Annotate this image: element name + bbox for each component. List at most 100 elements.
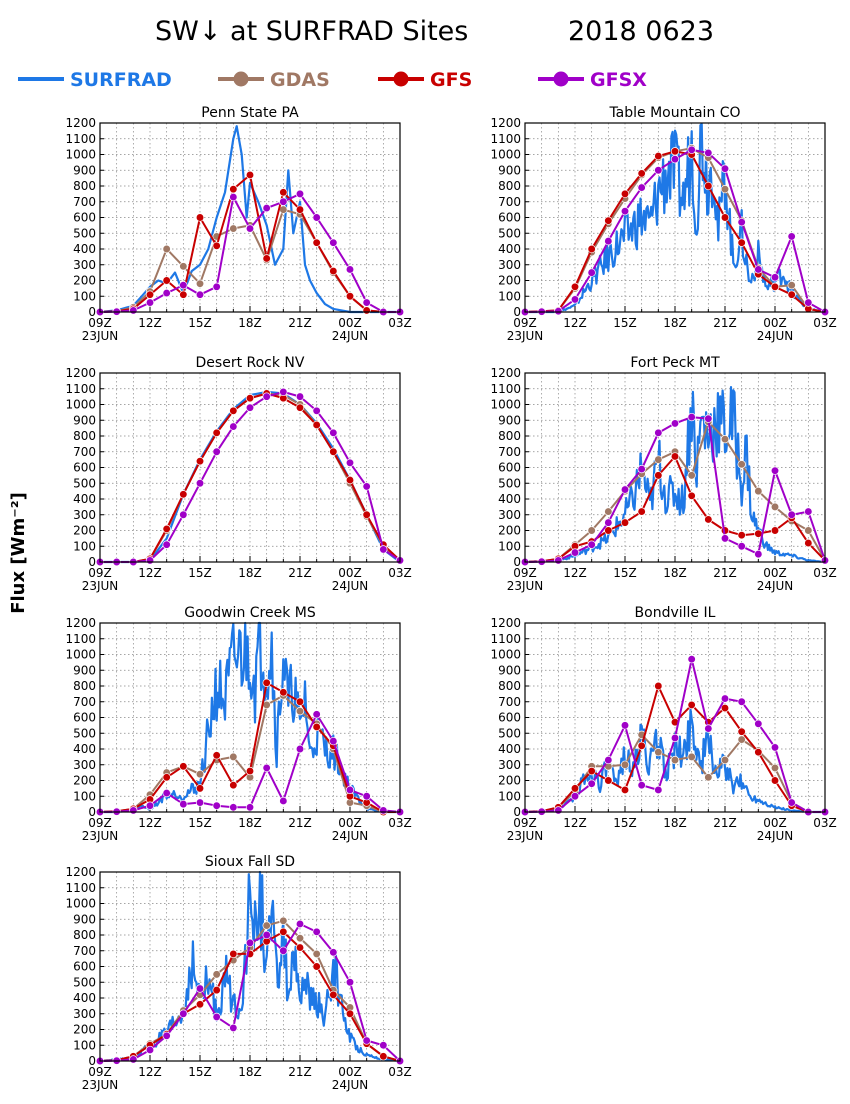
data-point-gfs [212,428,221,438]
y-tick-label: 0 [88,305,96,319]
y-tick-label: 1200 [490,616,521,630]
data-point-gfs [770,776,780,785]
data-point-gfs [804,538,813,548]
series-gfsx [520,412,830,567]
x-tick-label: 15Z [188,316,212,330]
data-point-gfs [312,420,321,430]
data-point-gfs [570,784,580,793]
x-tick-label: 12Z [138,566,162,580]
x-date-label: 23JUN [507,829,544,843]
data-point-gfs [620,785,630,795]
x-tick-label: 12Z [563,566,587,580]
y-tick-label: 300 [73,758,96,772]
data-point-gdas [804,526,813,535]
data-point-gfsx [195,984,205,993]
data-point-gdas [179,262,188,271]
y-tick-label: 800 [498,679,521,693]
data-point-gfsx [737,542,746,551]
data-point-gfs [295,697,305,706]
panel-title: Fort Peck MT [630,355,720,371]
panel-3: Fort Peck MT0100200300400500600700800900… [490,355,836,593]
x-tick-label: 03Z [388,816,412,830]
y-tick-label: 500 [498,226,521,240]
data-point-gfsx [570,295,580,304]
data-point-gfsx [737,697,746,706]
x-date-label: 24JUN [332,329,369,343]
data-point-gdas [587,526,596,535]
data-point-gfsx [770,743,780,752]
y-tick-label: 100 [498,289,521,303]
x-date-label: 23JUN [82,329,119,343]
data-point-gfs [229,184,238,194]
y-tick-label: 300 [498,508,521,522]
y-tick-label: 100 [73,1038,96,1052]
data-point-gfs [312,962,321,971]
x-date-label: 24JUN [332,1078,369,1092]
data-point-gfsx [345,458,355,467]
x-date-label: 23JUN [507,579,544,593]
data-point-gfsx [804,298,813,307]
y-tick-label: 1100 [490,382,521,396]
data-point-gfsx [262,392,271,401]
y-tick-label: 900 [498,663,521,677]
series-surfrad [99,125,400,314]
x-tick-label: 15Z [613,816,637,830]
data-point-gfsx [654,785,663,795]
data-point-gdas [770,502,780,512]
panel-frame [99,372,401,563]
data-point-gfsx [312,927,321,936]
figure-header: SW↓ at SURFRAD Sites 2018 0623 [155,16,714,47]
data-point-gfsx [654,166,663,175]
panel-frame [99,622,401,813]
y-axis-title: Flux [Wm⁻²] [8,492,29,614]
y-tick-label: 100 [73,289,96,303]
data-point-gdas [737,735,746,744]
data-point-gfsx [787,798,796,807]
data-point-gfs [179,762,188,771]
y-tick-label: 200 [498,274,521,288]
data-point-gfs [654,151,663,161]
data-point-gfsx [229,803,238,812]
data-point-gfsx [554,307,563,316]
y-tick-label: 400 [73,242,96,256]
x-tick-label: 15Z [613,316,637,330]
data-point-gfsx [145,298,155,307]
x-date-label: 24JUN [757,829,794,843]
legend-marker-gdas [233,71,249,87]
x-tick-label: 09Z [88,316,112,330]
x-tick-label: 18Z [663,316,687,330]
data-point-gfsx [670,419,680,428]
y-tick-label: 1200 [65,616,96,630]
data-point-gfsx [212,801,221,810]
y-tick-label: 400 [73,492,96,506]
data-point-gfs [637,741,646,750]
data-point-gfsx [179,1009,188,1018]
x-tick-label: 18Z [238,566,262,580]
panel-title: Sioux Fall SD [205,854,295,870]
data-point-gfsx [362,1036,371,1045]
data-point-gfs [245,394,255,403]
data-point-gfsx [262,203,271,213]
data-point-gfs [787,290,796,299]
x-tick-label: 09Z [88,816,112,830]
data-point-gfsx [687,655,696,664]
data-point-gdas [654,748,663,757]
data-point-gfsx [145,556,155,565]
x-date-label: 23JUN [82,1078,119,1092]
series-gfsx [95,919,405,1066]
data-point-gfsx [787,232,796,241]
y-tick-label: 400 [73,742,96,756]
data-point-gfsx [129,306,138,315]
data-point-gfsx [295,189,305,199]
panel-title: Desert Rock NV [196,355,305,371]
data-point-gfsx [162,288,171,298]
data-point-gfs [195,784,205,793]
x-tick-label: 21Z [713,566,737,580]
y-tick-label: 600 [73,211,96,225]
y-tick-label: 900 [498,163,521,177]
data-point-gfs [587,766,596,776]
data-point-gfsx [670,155,680,164]
data-point-gdas [687,752,696,762]
data-point-gfs [329,447,338,456]
